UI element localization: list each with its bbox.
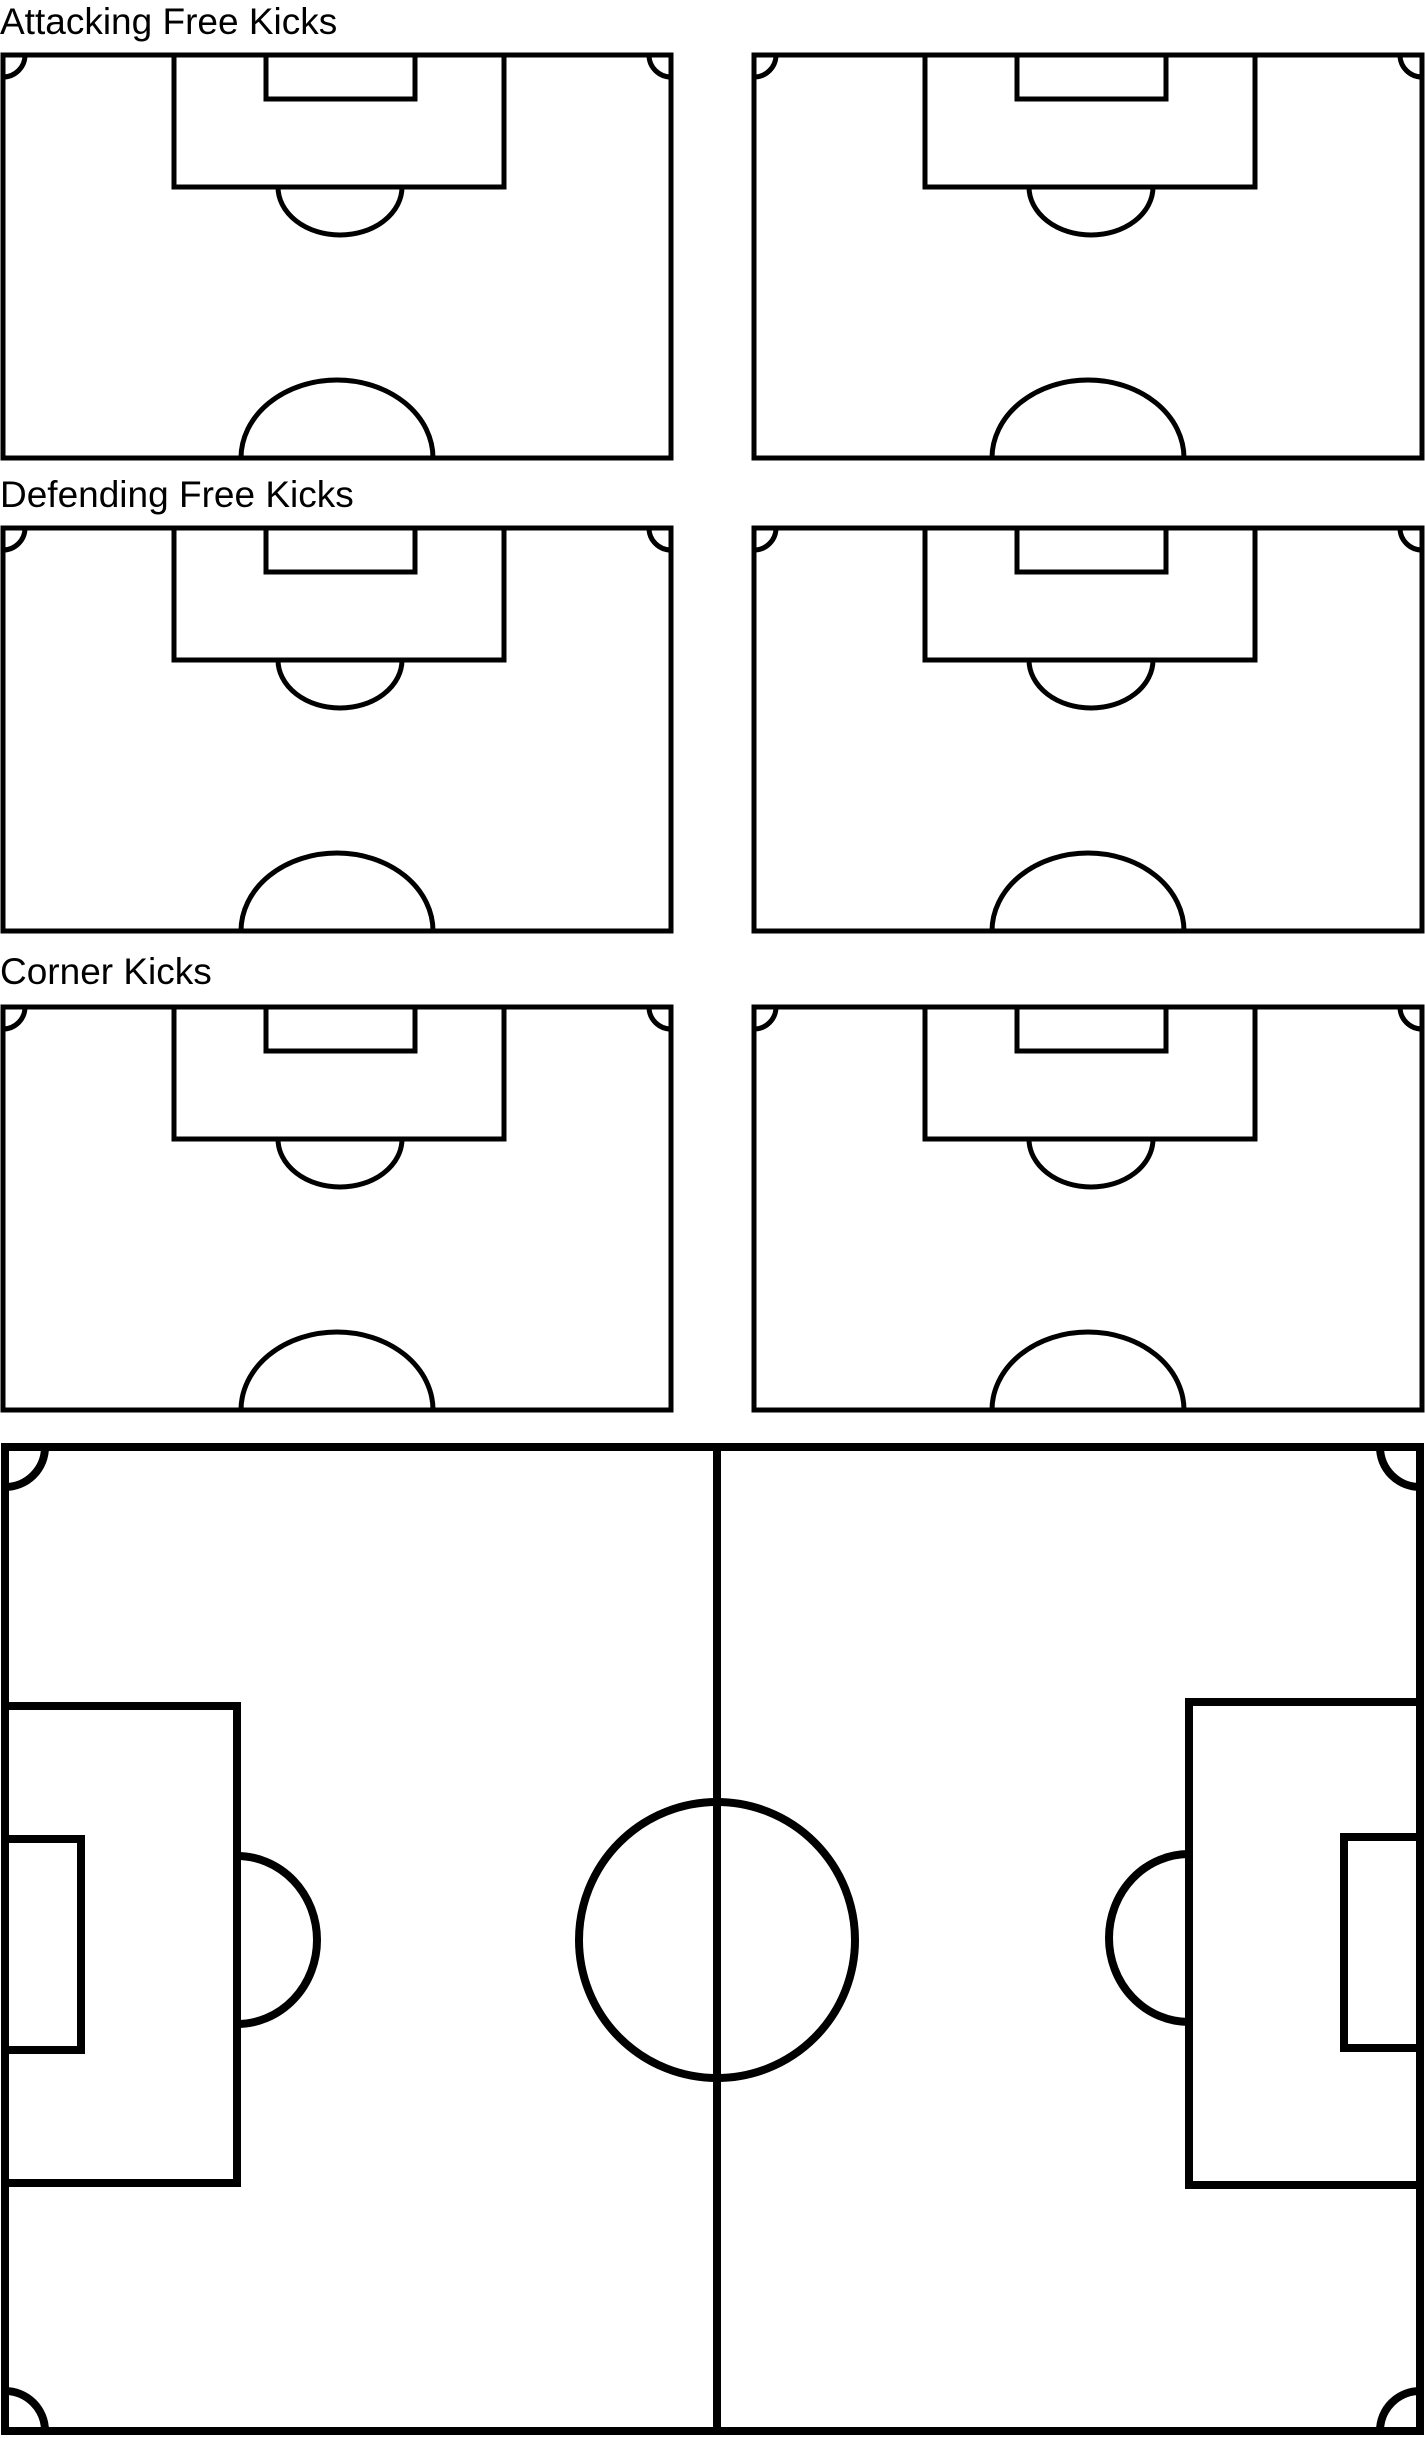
corner-arc-bottom-left	[5, 2391, 45, 2431]
full-pitch-svg	[0, 1443, 1425, 2437]
corner-arc-top-right	[1380, 1447, 1420, 1487]
pitch-outline	[5, 1447, 1420, 2431]
half-pitch-outline	[3, 55, 671, 458]
corner-arc-left	[754, 528, 776, 550]
center-circle-half	[992, 853, 1184, 931]
right-penalty-arc	[1109, 1854, 1189, 2022]
penalty-area	[174, 55, 504, 187]
center-circle-half	[992, 380, 1184, 458]
center-circle-half	[992, 1332, 1184, 1410]
penalty-area	[925, 55, 1255, 187]
corner-kicks-pitch-left[interactable]	[0, 1004, 674, 1413]
corner-arc-right	[1400, 528, 1422, 550]
defending-free-kicks-pitch-left[interactable]	[0, 525, 674, 934]
half-pitch-outline	[754, 528, 1422, 931]
half-pitch-svg	[751, 525, 1425, 934]
defending-free-kicks-pitch-right[interactable]	[751, 525, 1425, 934]
half-pitch-svg	[751, 52, 1425, 461]
goal-area	[1017, 55, 1166, 99]
full-pitch-diagram[interactable]	[0, 1443, 1425, 2437]
section-title-defending-free-kicks: Defending Free Kicks	[0, 476, 354, 513]
penalty-area	[925, 1007, 1255, 1139]
center-circle-half	[241, 1332, 433, 1410]
corner-arc-right	[649, 528, 671, 550]
left-penalty-area	[5, 1706, 237, 2183]
corner-arc-left	[754, 55, 776, 77]
penalty-area	[174, 1007, 504, 1139]
half-pitch-svg	[0, 1004, 674, 1413]
left-penalty-arc	[237, 1856, 317, 2024]
penalty-arc	[1029, 660, 1153, 708]
goal-area	[266, 528, 415, 572]
right-goal-area	[1344, 1837, 1420, 2048]
center-circle-half	[241, 853, 433, 931]
left-goal-area	[5, 1839, 81, 2050]
penalty-arc	[1029, 187, 1153, 235]
penalty-area	[174, 528, 504, 660]
corner-kicks-pitch-right[interactable]	[751, 1004, 1425, 1413]
attacking-free-kicks-pitch-left[interactable]	[0, 52, 674, 461]
penalty-arc	[1029, 1139, 1153, 1187]
corner-arc-left	[3, 1007, 25, 1029]
penalty-arc	[278, 187, 402, 235]
penalty-arc	[278, 1139, 402, 1187]
half-pitch-outline	[3, 1007, 671, 1410]
goal-area	[1017, 1007, 1166, 1051]
section-title-corner-kicks: Corner Kicks	[0, 953, 212, 990]
corner-arc-top-left	[5, 1447, 45, 1487]
attacking-free-kicks-pitch-right[interactable]	[751, 52, 1425, 461]
corner-arc-left	[3, 55, 25, 77]
penalty-arc	[278, 660, 402, 708]
corner-arc-right	[1400, 1007, 1422, 1029]
half-pitch-svg	[751, 1004, 1425, 1413]
goal-area	[266, 55, 415, 99]
goal-area	[1017, 528, 1166, 572]
half-pitch-svg	[0, 52, 674, 461]
goal-area	[266, 1007, 415, 1051]
half-pitch-outline	[3, 528, 671, 931]
half-pitch-outline	[754, 1007, 1422, 1410]
section-title-attacking-free-kicks: Attacking Free Kicks	[0, 3, 337, 40]
corner-arc-bottom-right	[1380, 2391, 1420, 2431]
center-circle-half	[241, 380, 433, 458]
corner-arc-left	[3, 528, 25, 550]
corner-arc-left	[754, 1007, 776, 1029]
penalty-area	[925, 528, 1255, 660]
right-penalty-area	[1189, 1702, 1420, 2185]
corner-arc-right	[649, 1007, 671, 1029]
half-pitch-svg	[0, 525, 674, 934]
corner-arc-right	[649, 55, 671, 77]
half-pitch-outline	[754, 55, 1422, 458]
corner-arc-right	[1400, 55, 1422, 77]
